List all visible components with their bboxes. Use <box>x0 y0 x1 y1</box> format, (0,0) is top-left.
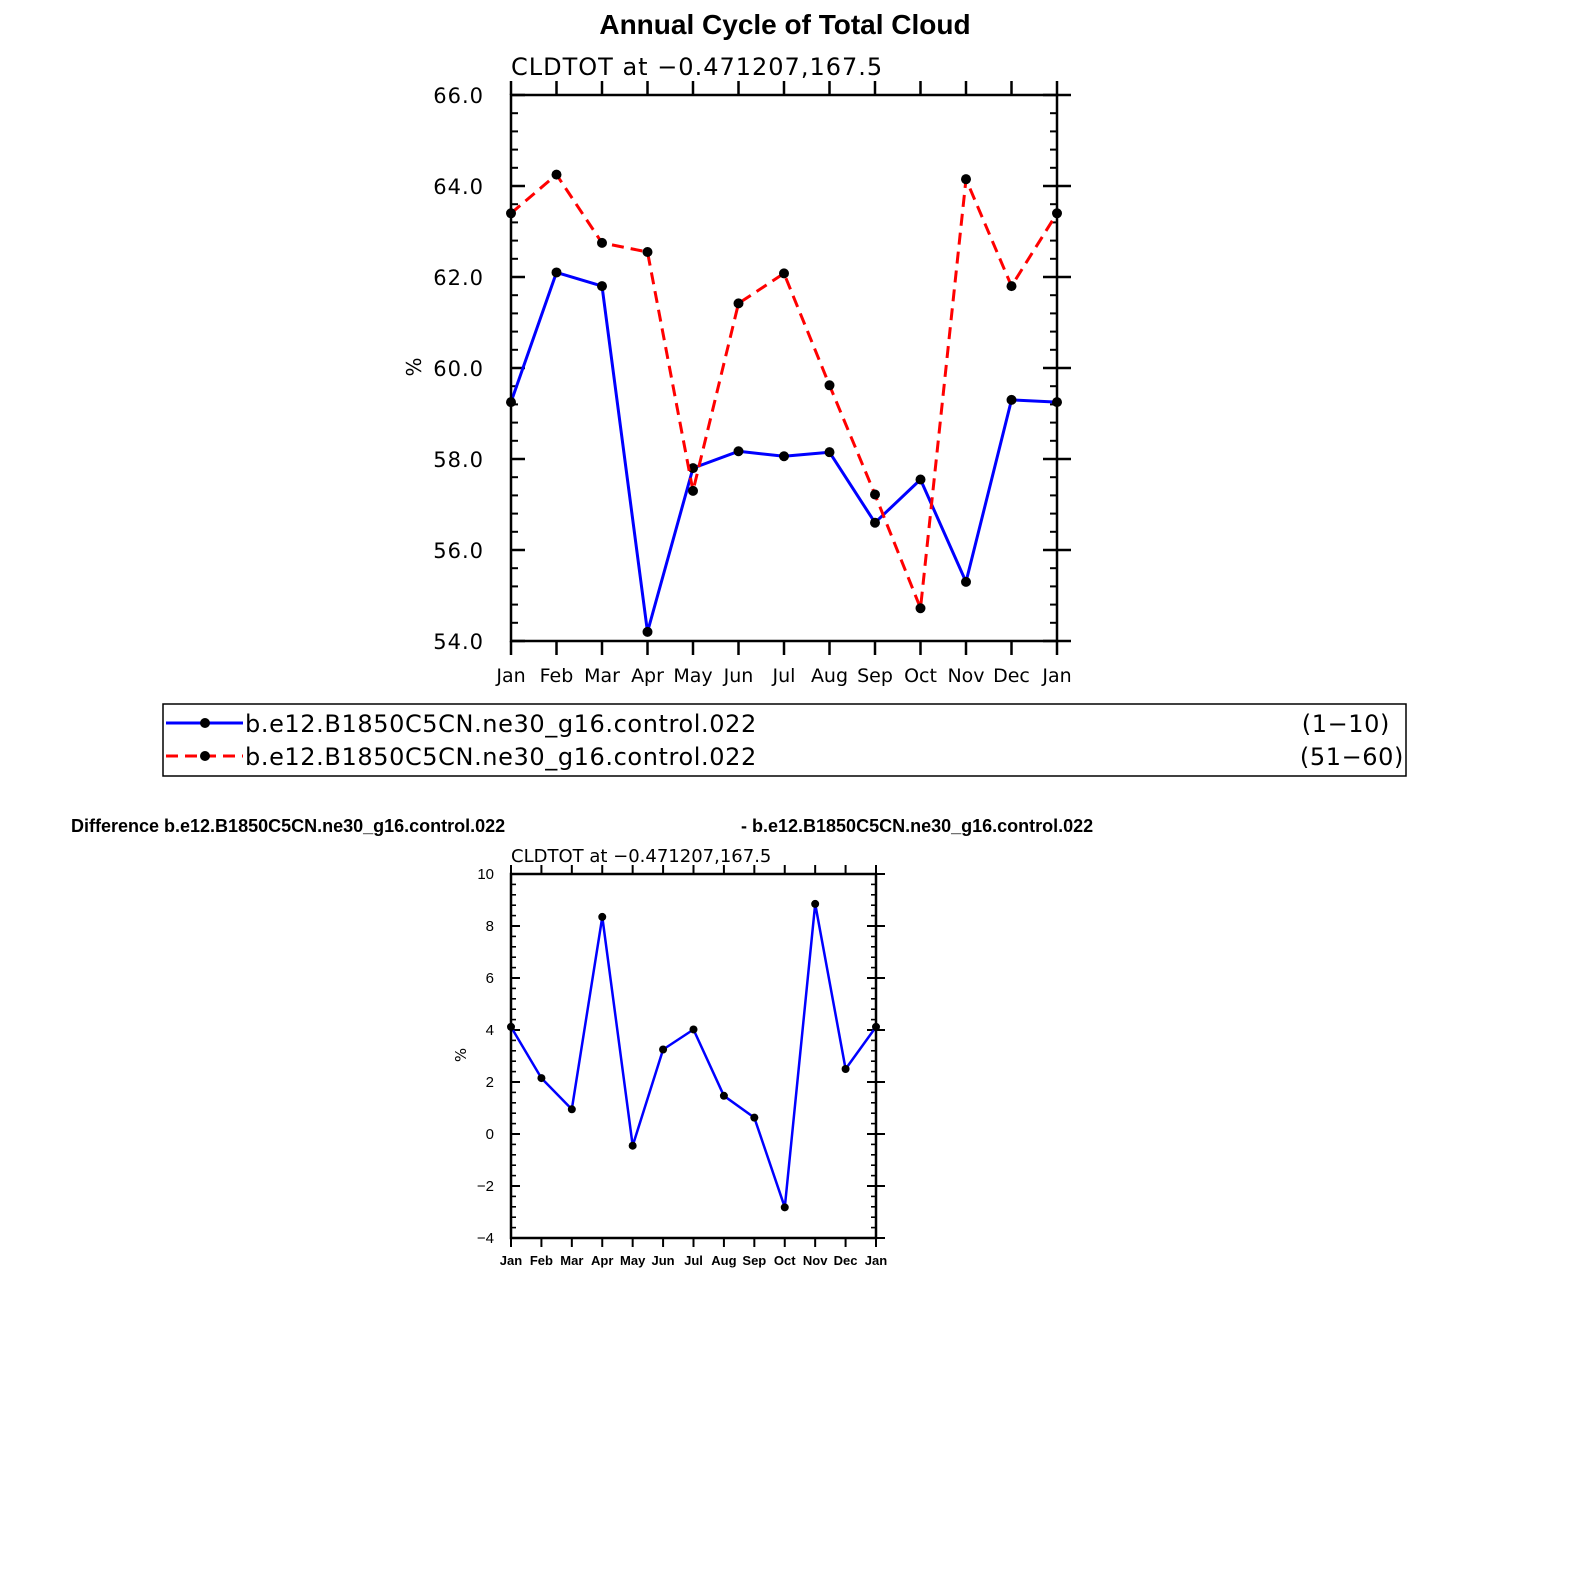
legend-label-2: b.e12.B1850C5CN.ne30_g16.control.022 <box>245 743 757 771</box>
legend-marker-1 <box>200 718 210 728</box>
ytick-label: 10 <box>477 866 494 883</box>
legend: b.e12.B1850C5CN.ne30_g16.control.022 (1−… <box>162 703 1407 777</box>
ytick-label: 54.0 <box>433 630 484 654</box>
data-point <box>961 576 971 587</box>
data-point <box>597 281 607 292</box>
xtick-label: Jul <box>772 665 796 687</box>
xtick-label: Dec <box>993 665 1030 687</box>
xtick-label: Jun <box>652 1253 675 1268</box>
data-point <box>733 298 744 309</box>
data-point <box>915 603 926 614</box>
ytick-label: 62.0 <box>433 266 484 290</box>
xtick-label: Feb <box>530 1253 553 1268</box>
data-point <box>642 246 653 257</box>
ytick-label: 6 <box>486 970 494 987</box>
xtick-label: May <box>673 665 712 687</box>
ytick-label: −4 <box>477 1230 494 1247</box>
chart2-lines <box>507 899 880 1212</box>
xtick-label: Jun <box>723 665 754 687</box>
legend-years-2: (51−60) <box>1300 743 1404 771</box>
ytick-label: 64.0 <box>433 175 484 199</box>
chart2-frame <box>509 872 878 1240</box>
data-point <box>870 517 880 528</box>
difference-title-left: Difference b.e12.B1850C5CN.ne30_g16.cont… <box>71 816 505 836</box>
data-point <box>551 267 562 278</box>
data-point <box>750 1113 759 1122</box>
xtick-label: Oct <box>904 665 937 687</box>
legend-years-1: (1−10) <box>1302 710 1390 738</box>
data-point <box>689 1025 698 1034</box>
xtick-label: Jan <box>1041 665 1071 687</box>
data-point <box>659 1045 668 1054</box>
data-point <box>780 1203 789 1212</box>
data-point <box>915 474 926 485</box>
chart-title: Annual Cycle of Total Cloud <box>599 9 970 40</box>
chart1-subtitle: CLDTOT at −0.471207,167.5 <box>511 53 883 81</box>
xtick-label: Sep <box>742 1253 766 1268</box>
xtick-label: Nov <box>803 1253 828 1268</box>
xtick-label: Oct <box>774 1253 796 1268</box>
xtick-label: Aug <box>711 1253 736 1268</box>
data-point <box>537 1074 546 1083</box>
xtick-label: Jan <box>865 1253 887 1268</box>
xtick-label: Sep <box>857 665 893 687</box>
ytick-label: 0 <box>486 1126 494 1143</box>
data-point <box>733 446 744 457</box>
annual-cycle-chart: CLDTOT at −0.471207,167.5 % 54.0 56.0 58.0… <box>402 53 1072 687</box>
difference-title-right: - b.e12.B1850C5CN.ne30_g16.control.022 <box>741 816 1093 836</box>
xtick-label: Apr <box>631 665 664 687</box>
legend-box <box>162 703 1407 777</box>
data-point <box>824 447 835 458</box>
legend-label-1: b.e12.B1850C5CN.ne30_g16.control.022 <box>245 710 757 738</box>
data-point <box>598 912 607 921</box>
data-point <box>567 1105 576 1114</box>
legend-marker-2 <box>200 751 210 761</box>
data-point <box>779 268 789 279</box>
data-point <box>551 169 562 180</box>
xtick-label: May <box>620 1253 646 1268</box>
ytick-label: 4 <box>486 1022 494 1039</box>
ytick-label: −2 <box>477 1178 494 1195</box>
xtick-label: Aug <box>811 665 848 687</box>
data-point <box>719 1091 728 1100</box>
ytick-label: 66.0 <box>433 84 484 108</box>
difference-chart: Difference b.e12.B1850C5CN.ne30_g16.cont… <box>71 816 1093 1268</box>
data-point <box>688 485 698 496</box>
chart1-ticks: 54.0 56.0 58.0 60.0 62.0 64.0 66.0 Jan Feb Mar Apr… <box>433 81 1072 687</box>
ytick-label: 56.0 <box>433 539 484 563</box>
data-point <box>824 380 835 391</box>
xtick-label: Jul <box>684 1253 703 1268</box>
xtick-label: Nov <box>947 665 984 687</box>
chart2-subtitle: CLDTOT at −0.471207,167.5 <box>511 846 771 867</box>
series-line-1 <box>509 902 878 1209</box>
chart1-frame <box>509 93 1059 643</box>
ytick-label: 60.0 <box>433 357 484 381</box>
chart2-ylabel: % <box>452 1048 470 1062</box>
data-point <box>642 626 653 637</box>
chart1-ylabel: % <box>402 357 426 376</box>
ytick-label: 58.0 <box>433 448 484 472</box>
data-point <box>1006 394 1017 405</box>
xtick-label: Feb <box>540 665 574 687</box>
data-point <box>961 174 971 185</box>
data-point <box>811 899 820 908</box>
xtick-label: Dec <box>834 1253 858 1268</box>
data-point <box>628 1141 637 1150</box>
chart2-ticks: −4 −2 0 2 4 6 8 10 Jan Feb Mar Apr May Jun Jul Aug Sep Oc… <box>477 865 887 1268</box>
ytick-label: 8 <box>486 918 494 935</box>
xtick-label: Mar <box>560 1253 583 1268</box>
chart1-lines <box>506 169 1062 637</box>
data-point <box>779 451 789 462</box>
data-point <box>870 489 880 500</box>
xtick-label: Mar <box>584 665 620 687</box>
xtick-label: Apr <box>591 1253 613 1268</box>
data-point <box>841 1065 850 1073</box>
xtick-label: Jan <box>495 665 525 687</box>
xtick-label: Jan <box>500 1253 522 1268</box>
data-point <box>1006 281 1017 292</box>
data-point <box>597 237 607 248</box>
ytick-label: 2 <box>486 1074 494 1091</box>
